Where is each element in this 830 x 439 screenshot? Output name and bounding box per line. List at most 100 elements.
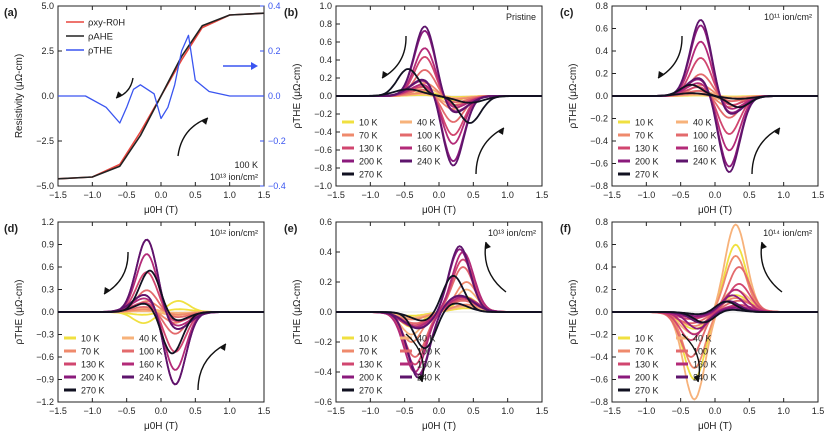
legend-label: 160 K — [693, 360, 717, 370]
legend-label: 10 K — [359, 118, 378, 128]
x-tick-label: −1.5 — [327, 406, 345, 416]
x-tick-label: 1.5 — [812, 190, 825, 200]
legend-label: 130 K — [359, 144, 383, 154]
x-tick-label: −1.0 — [83, 406, 101, 416]
annotation-fluence: 10¹⁴ ion/cm² — [763, 228, 812, 238]
x-axis-label: μ0H (T) — [698, 205, 732, 216]
annotation-fluence: Pristine — [506, 12, 536, 22]
legend-label: 270 K — [635, 386, 659, 396]
sweep-arrow-down-head — [417, 375, 423, 382]
sweep-arrow-up — [484, 241, 507, 293]
y-axis-label: ρTHE (μΩ-cm) — [568, 279, 579, 344]
y-tick-label: 0.6 — [595, 24, 608, 34]
y-axis-label: ρTHE (μΩ-cm) — [14, 279, 25, 344]
annotation-fluence: 10¹² ion/cm² — [210, 228, 258, 238]
x-tick-label: 0.0 — [155, 406, 168, 416]
y-right-tick-label: 0.2 — [268, 46, 281, 56]
y-right-tick-label: −0.2 — [268, 136, 286, 146]
y-tick-label: 0.0 — [319, 91, 332, 101]
x-tick-label: −1.0 — [83, 190, 101, 200]
x-tick-label: −0.5 — [672, 406, 690, 416]
sweep-arrow-down — [405, 333, 425, 383]
y-axis-label: ρTHE (μΩ-cm) — [292, 63, 303, 128]
x-axis-label: μ0H (T) — [698, 421, 732, 432]
x-axis-label: μ0H (T) — [144, 205, 178, 216]
sweep-arrow-up — [760, 241, 783, 293]
y-tick-label: 1.2 — [41, 217, 54, 227]
legend-label: 10 K — [635, 118, 654, 128]
sweep-arrow-down — [115, 77, 134, 99]
chart-panel-d: −1.5 −1.0 −0.5 0.0 0.5 1.0 1.5 μ0H (T) 1.2 0.9 0.6… — [4, 217, 270, 432]
x-axis-label: μ0H (T) — [422, 421, 456, 432]
sweep-arrow-up-head — [761, 242, 767, 249]
y-tick-label: 1.0 — [319, 1, 332, 11]
y-tick-label: 0.4 — [595, 46, 608, 56]
y-tick-label: 0.6 — [595, 240, 608, 250]
chart-panel-a: −1.5 −1.0 −0.5 0.0 0.5 1.0 1.5 μ0H (T) 5.0 2.5 0.0… — [4, 1, 286, 216]
sweep-arrow-down-head — [104, 287, 110, 294]
y-tick-label: 0.0 — [319, 307, 332, 317]
sweep-arrow-down-head — [116, 91, 123, 98]
x-tick-label: −1.5 — [327, 190, 345, 200]
series-line-up-270K — [58, 302, 264, 355]
x-tick-label: −1.0 — [637, 406, 655, 416]
x-tick-label: 0.5 — [189, 406, 202, 416]
legend-label: 100 K — [417, 347, 441, 357]
y-tick-label: 5.0 — [41, 1, 54, 11]
series-line — [57, 12, 265, 180]
legend-label: 70 K — [81, 347, 100, 357]
annotation-temp: 100 K — [234, 160, 258, 170]
y-tick-label: 0.6 — [41, 262, 54, 272]
sweep-arrow-up-head — [774, 128, 780, 135]
x-tick-label: −1.0 — [637, 190, 655, 200]
legend-label: 160 K — [693, 144, 717, 154]
x-tick-label: 1.0 — [777, 406, 790, 416]
x-tick-label: 0.0 — [433, 190, 446, 200]
sweep-arrow-up-head — [498, 128, 504, 135]
legend-label: 240 K — [693, 157, 717, 167]
chart-panel-c: −1.5 −1.0 −0.5 0.0 0.5 1.0 1.5 μ0H (T) 0.8 0.6 0.4… — [560, 1, 824, 216]
y-tick-label: 0.2 — [319, 277, 332, 287]
legend-label: 40 K — [417, 118, 436, 128]
x-tick-label: 1.0 — [501, 190, 514, 200]
sweep-arrow-up — [475, 127, 505, 175]
legend-label: 100 K — [693, 131, 717, 141]
x-axis-label: μ0H (T) — [422, 205, 456, 216]
sweep-arrow-up-head — [485, 242, 491, 249]
y-tick-label: 0.2 — [595, 285, 608, 295]
x-tick-label: 1.0 — [223, 190, 236, 200]
legend-label: 10 K — [81, 334, 100, 344]
x-tick-label: −0.5 — [396, 406, 414, 416]
legend-label: ρxy-R0H — [88, 18, 125, 29]
y-tick-label: 0.2 — [319, 73, 332, 83]
x-tick-label: −1.5 — [603, 406, 621, 416]
y-tick-label: −0.6 — [314, 145, 332, 155]
x-tick-label: 1.5 — [536, 190, 549, 200]
y-tick-label: −0.2 — [314, 109, 332, 119]
panel-label: (d) — [4, 223, 18, 235]
y-tick-label: −0.3 — [36, 330, 54, 340]
y-axis-label: ρTHE (μΩ-cm) — [568, 63, 579, 128]
legend-label: 10 K — [359, 334, 378, 344]
x-tick-label: −1.0 — [361, 190, 379, 200]
y-tick-label: −0.2 — [314, 337, 332, 347]
y-tick-label: 0.0 — [595, 91, 608, 101]
y-tick-label: −0.6 — [314, 397, 332, 407]
annotation-fluence: 10¹¹ ion/cm² — [764, 12, 812, 22]
legend-label: 270 K — [359, 386, 383, 396]
y-tick-label: −1.0 — [314, 181, 332, 191]
y-tick-label: 0.4 — [595, 262, 608, 272]
chart-panel-e: −1.5 −1.0 −0.5 0.0 0.5 1.0 1.5 μ0H (T) 0.6 0.4 0.2… — [284, 217, 548, 432]
x-tick-label: −0.5 — [118, 406, 136, 416]
legend-label: 240 K — [693, 373, 717, 383]
panel-label: (a) — [4, 7, 18, 19]
legend-label: 40 K — [693, 334, 712, 344]
y-tick-label: −0.4 — [590, 136, 608, 146]
x-tick-label: −0.5 — [396, 190, 414, 200]
legend-label: 200 K — [359, 157, 383, 167]
y-tick-label: 0.3 — [41, 285, 54, 295]
legend-label: 270 K — [359, 170, 383, 180]
y-tick-label: −0.8 — [590, 397, 608, 407]
x-tick-label: 0.0 — [709, 406, 722, 416]
sweep-arrow-down — [381, 35, 407, 79]
